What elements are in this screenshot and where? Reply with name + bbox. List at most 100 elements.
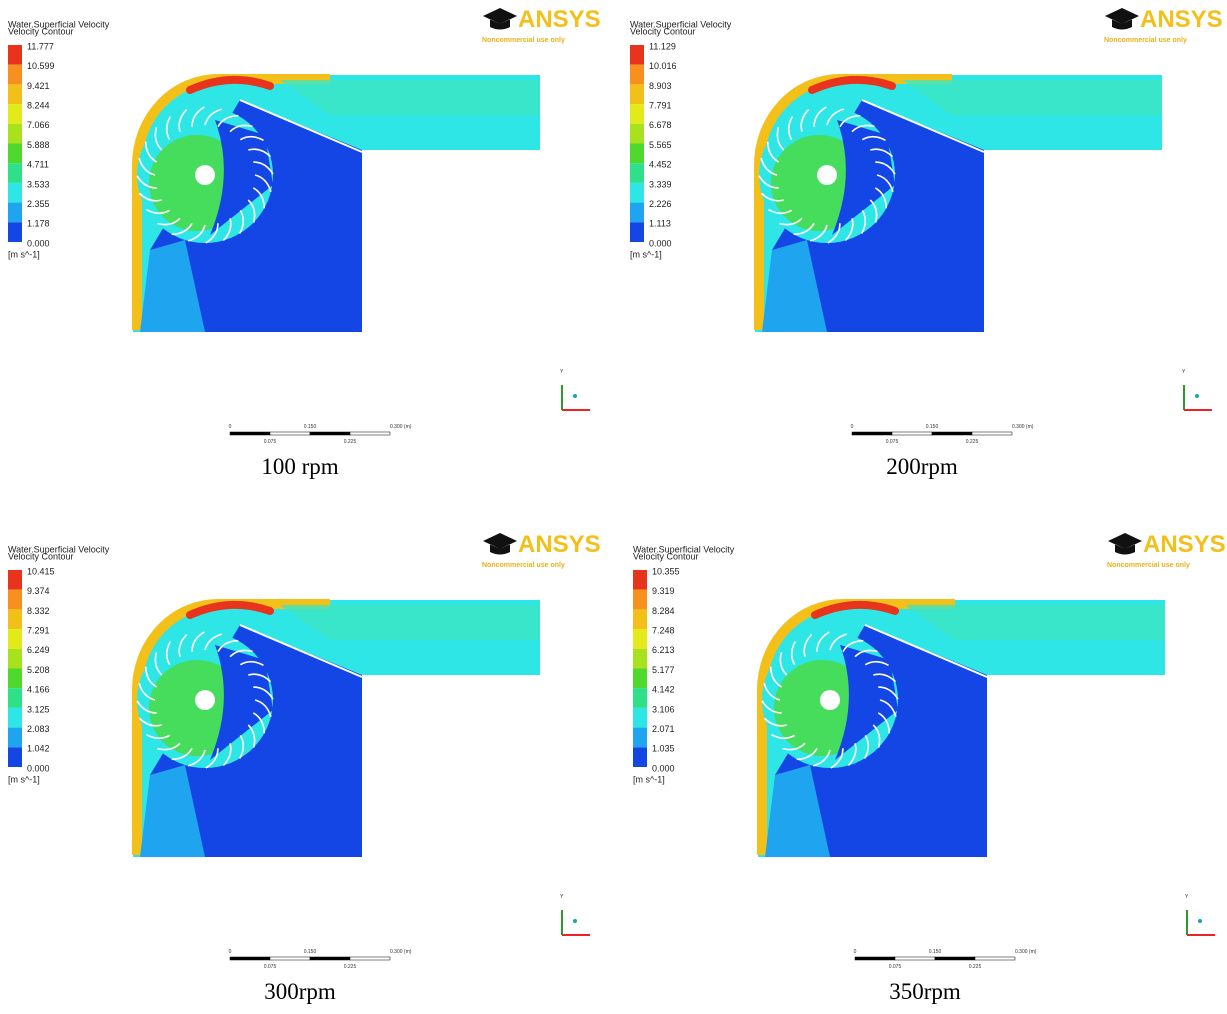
legend-band [630, 203, 644, 223]
legend-value: 1.178 [27, 219, 50, 229]
scale-segment [972, 432, 1012, 435]
legend-value: 8.332 [27, 606, 50, 616]
panel: Water.Superficial VelocityVelocity Conto… [8, 6, 601, 479]
logo-note: Noncommercial use only [1107, 562, 1190, 569]
legend-value: 10.415 [27, 566, 55, 576]
legend-band [630, 124, 644, 144]
legend-subtitle: Velocity Contour [633, 551, 699, 561]
legend-band [630, 84, 644, 104]
legend-value: 2.071 [652, 724, 675, 734]
hub [817, 165, 837, 185]
legend-band [633, 669, 647, 689]
scale-label: 0.150 [929, 949, 942, 955]
scale-label: 0 [229, 424, 232, 430]
legend-band [8, 590, 22, 610]
legend-value: 6.678 [649, 120, 672, 130]
logo-cap [483, 8, 517, 30]
legend-band [8, 728, 22, 748]
legend-band [630, 104, 644, 124]
legend-band [8, 708, 22, 728]
legend-band [8, 183, 22, 203]
legend-band [8, 669, 22, 689]
legend-value: 5.888 [27, 140, 50, 150]
legend-unit: [m s^-1] [8, 249, 40, 259]
legend-band [8, 609, 22, 629]
legend-band [8, 747, 22, 767]
legend-band [8, 65, 22, 85]
legend-value: 2.226 [649, 199, 672, 209]
scale-label: 0 [851, 424, 854, 430]
legend-value: 0.000 [649, 238, 672, 248]
legend-value: 6.249 [27, 645, 50, 655]
axis-z [1195, 394, 1199, 398]
legend-value: 1.035 [652, 744, 675, 754]
legend-value: 4.142 [652, 685, 675, 695]
logo-note: Noncommercial use only [482, 562, 565, 569]
legend-subtitle: Velocity Contour [8, 551, 74, 561]
caption: 350rpm [889, 979, 961, 1004]
logo-note: Noncommercial use only [1104, 37, 1187, 44]
scale-segment [230, 957, 270, 960]
legend-value: 2.083 [27, 724, 50, 734]
scale-label: 0.075 [889, 964, 902, 970]
scale-segment [852, 432, 892, 435]
logo-brand: ANSYS [518, 531, 601, 558]
page: Water.Superficial VelocityVelocity Conto… [0, 0, 1227, 1014]
scale-label: 0.225 [344, 964, 357, 970]
panel: Water.Superficial VelocityVelocity Conto… [630, 6, 1223, 479]
axis-label: Y [1185, 894, 1189, 900]
legend-value: 3.125 [27, 704, 50, 714]
legend-value: 8.244 [27, 100, 50, 110]
logo-brand: ANSYS [1140, 6, 1223, 33]
legend-value: 3.106 [652, 704, 675, 714]
scale-label: 0.225 [969, 964, 982, 970]
legend-value: 7.248 [652, 625, 675, 635]
scale-label: 0.150 [304, 424, 317, 430]
scale-segment [975, 957, 1015, 960]
hub [820, 690, 840, 710]
legend-subtitle: Velocity Contour [630, 26, 696, 36]
scale-label: 0.225 [344, 439, 357, 445]
scale-segment [270, 957, 310, 960]
legend-value: 1.042 [27, 744, 50, 754]
scale-segment [230, 432, 270, 435]
legend-band [633, 649, 647, 669]
legend-band [633, 708, 647, 728]
logo-cap [1108, 533, 1142, 555]
legend-band [630, 45, 644, 65]
scale-label: 0.300 (m) [390, 949, 412, 955]
logo-cap [1105, 8, 1139, 30]
caption: 200rpm [886, 454, 958, 479]
legend-band [8, 570, 22, 590]
scale-label: 0 [854, 949, 857, 955]
legend-band [630, 183, 644, 203]
legend-value: 3.339 [649, 179, 672, 189]
scale-segment [935, 957, 975, 960]
legend-band [8, 688, 22, 708]
axis-label: Y [560, 369, 564, 375]
legend-band [8, 104, 22, 124]
legend-value: 8.284 [652, 606, 675, 616]
legend-value: 11.777 [27, 41, 54, 51]
legend-value: 8.903 [649, 81, 672, 91]
scale-segment [350, 957, 390, 960]
legend-band [8, 163, 22, 183]
scale-segment [855, 957, 895, 960]
axis-z [573, 394, 577, 398]
scale-label: 0.225 [966, 439, 979, 445]
scale-label: 0.075 [886, 439, 899, 445]
legend-band [633, 609, 647, 629]
legend-value: 11.129 [649, 41, 676, 51]
legend-unit: [m s^-1] [8, 774, 40, 784]
scale-label: 0.300 (m) [390, 424, 412, 430]
legend-band [630, 163, 644, 183]
legend-value: 9.319 [652, 586, 675, 596]
legend-value: 9.374 [27, 586, 50, 596]
legend-value: 6.213 [652, 645, 675, 655]
legend-value: 10.355 [652, 566, 680, 576]
scale-segment [310, 957, 350, 960]
legend-band [8, 144, 22, 164]
scale-label: 0 [229, 949, 232, 955]
axis-label: Y [1182, 369, 1186, 375]
scale-segment [895, 957, 935, 960]
